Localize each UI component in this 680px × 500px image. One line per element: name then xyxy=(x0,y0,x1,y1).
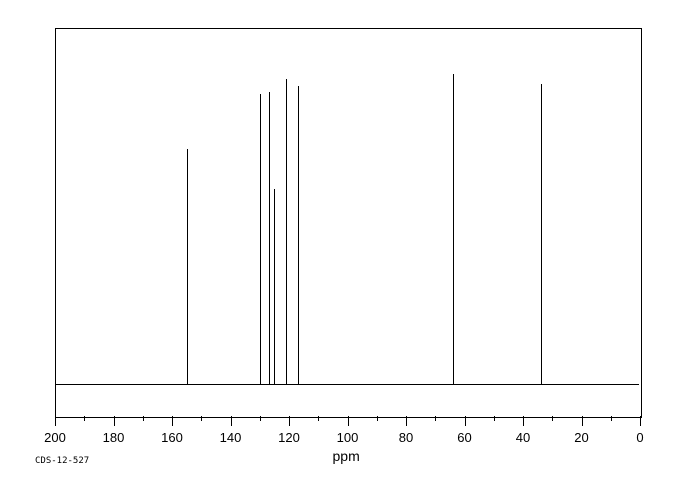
tick-minor xyxy=(143,416,144,421)
tick-major xyxy=(406,416,407,426)
tick-label: 20 xyxy=(574,430,588,445)
x-axis-label: ppm xyxy=(333,448,360,464)
tick-label: 40 xyxy=(516,430,530,445)
tick-major xyxy=(172,416,173,426)
peak xyxy=(453,74,454,384)
tick-minor xyxy=(552,416,553,421)
tick-major xyxy=(231,416,232,426)
nmr-spectrum-container: ppm CDS-12-527 2001801601401201008060402… xyxy=(0,0,680,500)
tick-minor xyxy=(84,416,85,421)
tick-major xyxy=(55,416,56,426)
tick-label: 0 xyxy=(636,430,643,445)
plot-area xyxy=(55,28,642,418)
tick-label: 120 xyxy=(278,430,300,445)
tick-major xyxy=(289,416,290,426)
tick-minor xyxy=(611,416,612,421)
peak xyxy=(269,92,270,384)
tick-minor xyxy=(494,416,495,421)
tick-label: 160 xyxy=(161,430,183,445)
tick-minor xyxy=(260,416,261,421)
peak xyxy=(274,189,275,384)
tick-major xyxy=(348,416,349,426)
tick-major xyxy=(523,416,524,426)
peak xyxy=(541,84,542,384)
tick-major xyxy=(582,416,583,426)
tick-major xyxy=(465,416,466,426)
tick-label: 200 xyxy=(44,430,66,445)
peak xyxy=(187,149,188,384)
tick-minor xyxy=(201,416,202,421)
tick-major xyxy=(640,416,641,426)
tick-major xyxy=(114,416,115,426)
tick-label: 100 xyxy=(337,430,359,445)
corner-label: CDS-12-527 xyxy=(35,456,89,466)
tick-minor xyxy=(435,416,436,421)
tick-minor xyxy=(318,416,319,421)
tick-label: 140 xyxy=(220,430,242,445)
peak xyxy=(298,86,299,384)
peak xyxy=(260,94,261,384)
tick-minor xyxy=(377,416,378,421)
tick-label: 60 xyxy=(457,430,471,445)
peak xyxy=(286,79,287,384)
baseline xyxy=(56,384,639,385)
tick-label: 80 xyxy=(399,430,413,445)
tick-label: 180 xyxy=(103,430,125,445)
